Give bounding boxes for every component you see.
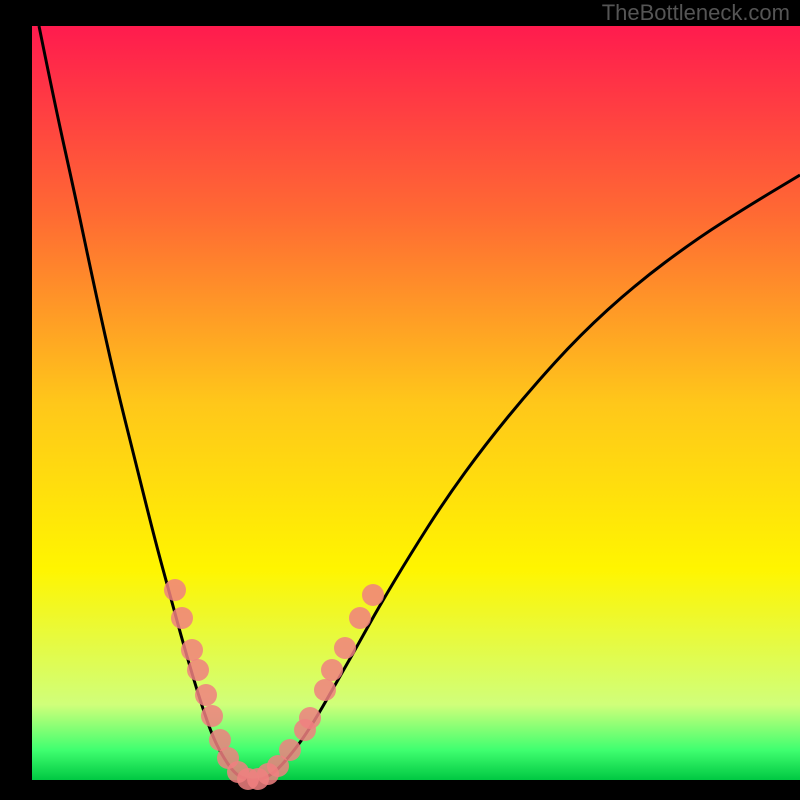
data-marker <box>195 684 217 706</box>
data-marker <box>321 659 343 681</box>
data-marker <box>201 705 223 727</box>
data-marker <box>164 579 186 601</box>
watermark-text: TheBottleneck.com <box>602 0 790 26</box>
bottleneck-chart <box>0 0 800 800</box>
data-marker <box>362 584 384 606</box>
data-marker <box>334 637 356 659</box>
data-marker <box>314 679 336 701</box>
data-marker <box>349 607 371 629</box>
plot-background <box>32 26 800 780</box>
chart-container: TheBottleneck.com <box>0 0 800 800</box>
data-marker <box>299 707 321 729</box>
data-marker <box>171 607 193 629</box>
data-marker <box>181 639 203 661</box>
data-marker <box>187 659 209 681</box>
data-marker <box>279 739 301 761</box>
